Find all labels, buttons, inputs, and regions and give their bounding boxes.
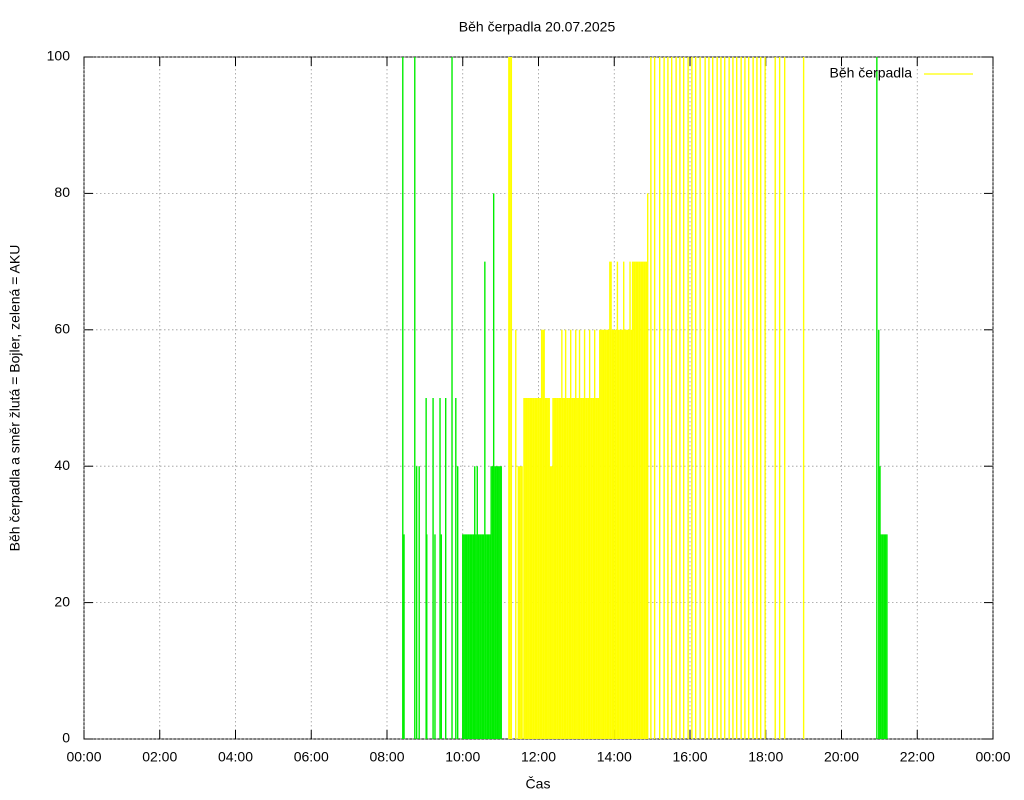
x-tick-label: 04:00 xyxy=(218,749,253,765)
x-tick-label: 20:00 xyxy=(824,749,859,765)
x-tick-label: 02:00 xyxy=(142,749,177,765)
y-tick-label: 40 xyxy=(54,457,70,473)
y-tick-label: 100 xyxy=(47,48,71,64)
x-tick-label: 10:00 xyxy=(445,749,480,765)
legend-label: Běh čerpadla xyxy=(829,65,912,81)
y-axis-label: Běh čerpadla a směr žlutá = Bojler, zele… xyxy=(7,245,23,552)
x-tick-label: 08:00 xyxy=(369,749,404,765)
x-tick-label: 22:00 xyxy=(900,749,935,765)
y-tick-label: 80 xyxy=(54,184,70,200)
x-tick-label: 12:00 xyxy=(521,749,556,765)
x-tick-label: 06:00 xyxy=(294,749,329,765)
x-tick-label: 14:00 xyxy=(597,749,632,765)
chart-title: Běh čerpadla 20.07.2025 xyxy=(459,19,616,35)
x-tick-label: 18:00 xyxy=(748,749,783,765)
x-tick-label: 00:00 xyxy=(66,749,101,765)
y-tick-label: 20 xyxy=(54,593,70,609)
x-tick-label: 16:00 xyxy=(672,749,707,765)
x-axis-label: Čas xyxy=(526,776,551,792)
y-tick-label: 60 xyxy=(54,321,70,337)
y-tick-label: 0 xyxy=(62,730,70,746)
x-tick-label: 00:00 xyxy=(975,749,1010,765)
